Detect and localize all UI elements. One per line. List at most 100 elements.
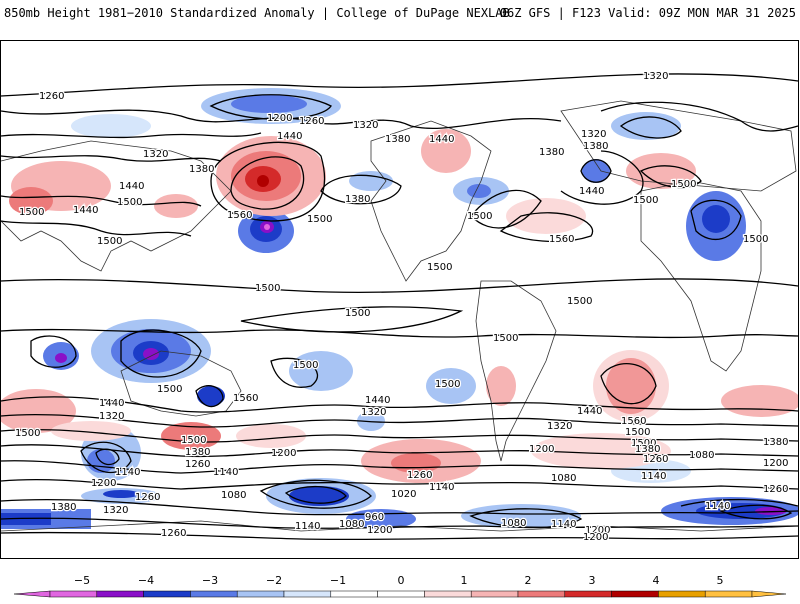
contour-label: 1440: [579, 186, 604, 197]
colorbar-swatch: [517, 590, 566, 598]
contour-label: 1200: [585, 525, 610, 536]
contour-label: 960: [365, 512, 384, 523]
contour-label: 1380: [51, 502, 76, 513]
colorbar-swatch: [564, 590, 612, 598]
colorbar-tick-label: −3: [201, 574, 219, 587]
colorbar-tick-label: 5: [716, 574, 724, 587]
contour-label: 1440: [73, 205, 98, 216]
contour-label: 1440: [277, 131, 302, 142]
colorbar-swatch: [704, 590, 753, 598]
contour-label: 1500: [493, 333, 518, 344]
contour-label: 1380: [189, 164, 214, 175]
contour-label: 1200: [271, 448, 296, 459]
contour-label: 1500: [435, 379, 460, 390]
contour-label: 1260: [643, 454, 668, 465]
colorbar-swatch: [283, 590, 332, 598]
colorbar-left-arrow: [13, 590, 51, 598]
contour-label: 1380: [583, 141, 608, 152]
contour-label: 1560: [233, 393, 258, 404]
contour-label: 1200: [91, 478, 116, 489]
contour-label: 1260: [407, 470, 432, 481]
contour-label: 1380: [539, 147, 564, 158]
contour-label: 1080: [501, 518, 526, 529]
contour-label: 1320: [361, 407, 386, 418]
colorbar-swatch: [330, 590, 378, 598]
contour-label: 1500: [15, 428, 40, 439]
contour-label: 1440: [99, 398, 124, 409]
contour-label: 1500: [117, 197, 142, 208]
contour-label: 1560: [549, 234, 574, 245]
contour-label: 1440: [577, 406, 602, 417]
contour-label: 1500: [743, 234, 768, 245]
contour-label: 1080: [339, 519, 364, 530]
colorbar-swatch: [49, 590, 98, 598]
contour-label: 1500: [671, 179, 696, 190]
contour-label: 1500: [427, 262, 452, 273]
contour-label: 1560: [227, 210, 252, 221]
contour-label: 1500: [631, 438, 656, 449]
run-info: 06Z GFS | F123 Valid: 09Z MON MAR 31 202…: [499, 6, 796, 20]
colorbar-swatch: [470, 590, 519, 598]
positive-anomaly-shading: [1, 129, 798, 483]
colorbar-swatch: [96, 590, 144, 598]
contour-label: 1200: [583, 532, 608, 543]
height-contours: [1, 73, 798, 541]
colorbar-tick-label: −2: [265, 574, 283, 587]
contour-label: 1140: [115, 467, 140, 478]
anomaly-map: 1320 1260 1200 1260 1320 1440 1320 1380 …: [1, 70, 798, 545]
colorbar: −5 −4 −3 −2 −1 0 1 2 3 4 5: [0, 570, 800, 600]
contour-label: 1140: [213, 467, 238, 478]
contour-label: 1320: [353, 120, 378, 131]
map-panel[interactable]: 1320 1260 1200 1260 1320 1440 1320 1380 …: [0, 40, 799, 559]
colorbar-swatch: [143, 590, 191, 598]
colorbar-swatch: [658, 590, 706, 598]
colorbar-tick-label: 3: [588, 574, 596, 587]
contour-label: 1260: [299, 116, 324, 127]
contour-label: 1440: [365, 395, 390, 406]
contour-label: 1560: [621, 416, 646, 427]
contour-label: 1380: [345, 194, 370, 205]
contour-label: 1500: [19, 207, 44, 218]
contour-label: 1500: [625, 427, 650, 438]
colorbar-tick-label: 4: [652, 574, 660, 587]
contour-label: 1440: [429, 134, 454, 145]
contour-label: 1320: [103, 505, 128, 516]
contour-label-group: 1320 1260 1200 1260 1320 1440 1320 1380 …: [14, 70, 790, 545]
contour-label: 1320: [143, 149, 168, 160]
colorbar-swatch: [424, 590, 472, 598]
contour-label: 1440: [119, 181, 144, 192]
colorbar-swatch: [377, 590, 425, 598]
contour-label: 1260: [39, 91, 64, 102]
contour-label: 1260: [135, 492, 160, 503]
colorbar-tick-label: 0: [397, 574, 405, 587]
contour-label: 1500: [633, 195, 658, 206]
contour-label: 1140: [705, 501, 730, 512]
header: 850mb Height 1981−2010 Standardized Anom…: [0, 0, 800, 40]
colorbar-swatches: [13, 590, 787, 598]
contour-label: 1500: [293, 360, 318, 371]
contour-label: 1200: [529, 444, 554, 455]
contour-label: 1260: [161, 528, 186, 539]
colorbar-tick-label: 1: [460, 574, 468, 587]
colorbar-right-arrow: [751, 590, 787, 598]
contour-label: 1320: [581, 129, 606, 140]
colorbar-swatch: [190, 590, 238, 598]
contour-label: 1500: [345, 308, 370, 319]
contour-label: 1140: [295, 521, 320, 532]
colorbar-svg: [13, 590, 787, 598]
contour-label: 1320: [99, 411, 124, 422]
contour-label: 1380: [185, 447, 210, 458]
contour-label: 1320: [547, 421, 572, 432]
contour-label: 1500: [307, 214, 332, 225]
contour-label: 1500: [181, 435, 206, 446]
contour-label: 1080: [551, 473, 576, 484]
colorbar-swatch: [236, 590, 285, 598]
contour-label: 1140: [429, 482, 454, 493]
contour-label: 1020: [391, 489, 416, 500]
contour-label: 1500: [97, 236, 122, 247]
contour-label: 1500: [567, 296, 592, 307]
contour-label: 1080: [221, 490, 246, 501]
contour-label: 1260: [763, 484, 788, 495]
contour-label: 1200: [267, 113, 292, 124]
contour-label: 1200: [367, 525, 392, 536]
